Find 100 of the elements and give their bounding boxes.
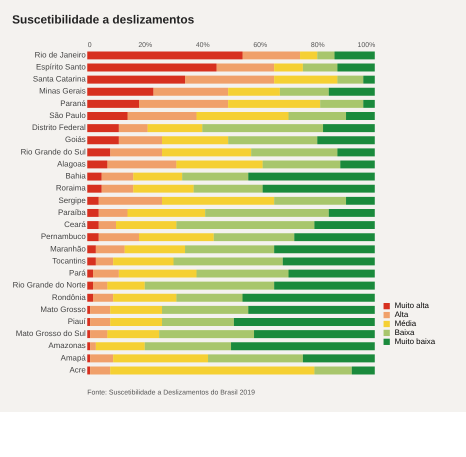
bar [314, 366, 352, 374]
bar [174, 257, 283, 266]
bar [196, 112, 289, 120]
bar [328, 208, 375, 217]
bar [314, 221, 375, 230]
y-tick-label: Tocantins [52, 256, 86, 266]
bar [363, 100, 375, 108]
bar [90, 306, 110, 314]
bar [98, 233, 140, 242]
bar [317, 51, 335, 60]
bar [162, 136, 228, 144]
bar [110, 148, 162, 156]
bar [337, 148, 375, 156]
bar [148, 124, 202, 132]
bar [110, 306, 162, 314]
bar [194, 184, 263, 193]
bar [93, 270, 119, 278]
bar [102, 184, 134, 193]
y-tick-label: Ceará [64, 220, 86, 230]
bar [87, 124, 119, 132]
bar [280, 88, 329, 96]
bar [87, 76, 186, 84]
bar [87, 294, 93, 302]
y-tick-label: Sergipe [58, 196, 86, 205]
chart-title: Suscetibilidade a deslizamentos [12, 12, 195, 27]
y-tick-label: Paraná [60, 98, 86, 108]
bar [133, 172, 182, 181]
bar [242, 51, 300, 60]
y-tick-label: Rondônia [52, 292, 86, 302]
bar [102, 172, 134, 181]
bar [87, 64, 217, 72]
y-tick-label: Roraima [56, 184, 86, 193]
y-tick-label: Distrito Federal [32, 123, 86, 132]
bar [196, 270, 289, 278]
bar [205, 208, 329, 217]
bar [352, 366, 375, 374]
bar [113, 294, 176, 302]
y-tick-label: Rio Grande do Norte [12, 280, 86, 290]
bar [317, 136, 375, 144]
y-tick-label: Goiás [65, 135, 86, 144]
bar [228, 100, 320, 108]
bar [133, 184, 194, 193]
bar [116, 221, 176, 230]
bar [294, 233, 375, 242]
bar [113, 354, 208, 362]
bar [228, 88, 280, 96]
bar [87, 100, 140, 108]
bar [90, 330, 108, 338]
bar [144, 282, 274, 290]
y-tick-label: Espírito Santo [36, 62, 86, 72]
bar [153, 88, 228, 96]
bar [93, 282, 108, 290]
legend-label: Muito baixa [394, 336, 436, 346]
bar [87, 245, 96, 254]
bar [159, 330, 254, 338]
bar [302, 354, 375, 362]
bar [346, 196, 375, 205]
bar [87, 148, 110, 156]
bar [185, 245, 274, 254]
bar [176, 294, 243, 302]
bar [162, 306, 248, 314]
y-tick-label: Maranhão [50, 244, 86, 254]
bar [124, 245, 186, 254]
bar [302, 64, 338, 72]
bar [87, 233, 99, 242]
bar [274, 196, 346, 205]
bar [87, 51, 243, 60]
bar [90, 342, 96, 350]
bar [282, 257, 375, 266]
bar [90, 318, 110, 326]
bar [144, 342, 232, 350]
bar [254, 330, 375, 338]
bar [118, 124, 148, 132]
y-tick-label: Mato Grosso [40, 304, 86, 314]
bar [110, 366, 314, 374]
bar [216, 64, 274, 72]
y-tick-label: Mato Grosso do Sul [16, 329, 86, 338]
bar [176, 160, 263, 168]
bar [300, 51, 318, 60]
bar [98, 208, 128, 217]
bar [288, 112, 346, 120]
legend-label: Média [394, 318, 417, 328]
bar [113, 257, 174, 266]
y-tick-label: Santa Catarina [32, 74, 86, 84]
bar [228, 136, 318, 144]
y-tick-label: Piauí [68, 316, 87, 326]
bar [87, 88, 154, 96]
bar [274, 245, 375, 254]
bar [320, 100, 364, 108]
y-tick-label: Pernambuco [40, 232, 86, 242]
bar [118, 136, 162, 144]
bar [262, 160, 340, 168]
y-tick-label: Rio Grande do Sul [20, 147, 86, 156]
bar [162, 318, 234, 326]
bar [110, 318, 162, 326]
legend-label: Muito alta [394, 301, 430, 310]
bar [87, 136, 119, 144]
bar [182, 172, 248, 181]
bar [87, 282, 93, 290]
bar [162, 196, 274, 205]
